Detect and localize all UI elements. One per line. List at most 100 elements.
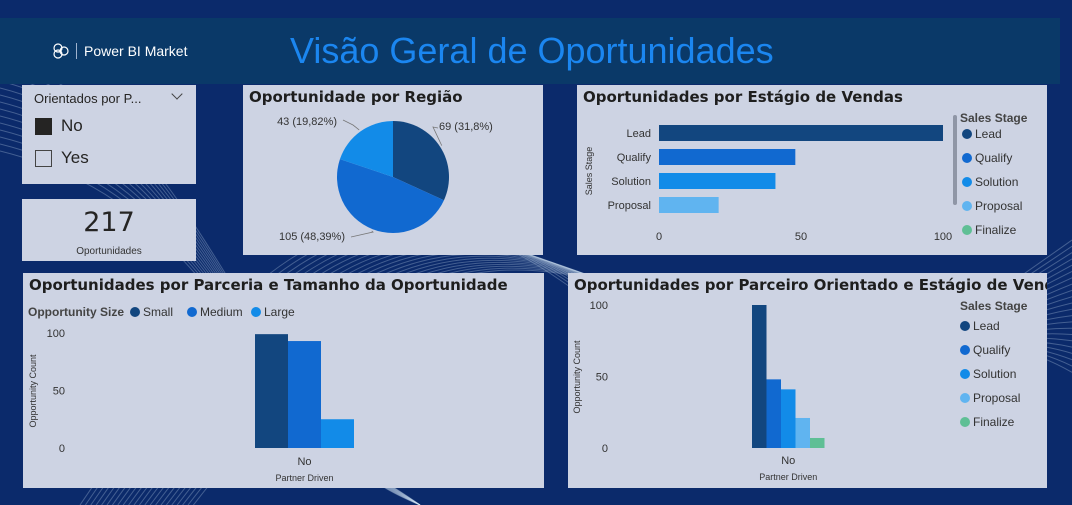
- x-tick-label: 100: [934, 231, 952, 243]
- pie-leader-line: [432, 126, 443, 146]
- scrollbar: [953, 115, 957, 205]
- brand: Power BI Market: [52, 42, 187, 60]
- pie-slice: [339, 121, 393, 177]
- legend-label: Small: [143, 305, 173, 319]
- legend-marker: [960, 321, 970, 331]
- bar: [781, 389, 796, 448]
- legend-label: Lead: [975, 127, 1002, 141]
- bar: [288, 341, 321, 448]
- clustered-column-chart[interactable]: 0 50 100 Opportunity Count No Partner Driven S…: [568, 273, 1047, 488]
- kpi-card: 217 Oportunidades: [22, 199, 196, 261]
- legend-marker: [251, 307, 261, 317]
- legend-label: Qualify: [975, 151, 1012, 165]
- pie-data-label: 43 (19,82%): [277, 116, 337, 128]
- pie-slice: [393, 121, 449, 201]
- legend-marker: [962, 177, 972, 187]
- legend-marker: [960, 393, 970, 403]
- checkbox-yes[interactable]: [35, 149, 52, 167]
- legend-label: Qualify: [973, 343, 1010, 357]
- legend-label: Solution: [973, 367, 1016, 381]
- legend-label: Finalize: [975, 223, 1017, 237]
- category-label: Solution: [611, 176, 651, 188]
- category-label: No: [781, 455, 795, 467]
- legend-marker: [960, 417, 970, 427]
- pie-data-label: 105 (48,39%): [279, 231, 345, 243]
- legend-marker: [187, 307, 197, 317]
- chevron-down-icon[interactable]: [171, 88, 183, 100]
- legend-label: Solution: [975, 175, 1018, 189]
- chart-parceria-tamanho[interactable]: Oportunidades por Parceria e Tamanho da …: [23, 273, 544, 488]
- x-axis-title: Partner Driven: [759, 472, 817, 482]
- legend-title: Sales Stage: [960, 111, 1028, 125]
- y-tick-label: 100: [47, 328, 65, 340]
- legend-label: Finalize: [973, 415, 1015, 429]
- legend-marker: [960, 369, 970, 379]
- chart-title: Oportunidades por Estágio de Vendas: [583, 88, 903, 106]
- legend-title: Sales Stage: [960, 299, 1028, 313]
- pie-chart[interactable]: 69 (31,8%) 105 (48,39%) 43 (19,82%): [243, 85, 543, 255]
- slicer-title: Orientados por P...: [34, 91, 142, 106]
- kpi-value: 217: [83, 207, 135, 238]
- category-label: Proposal: [608, 200, 651, 212]
- legend-marker: [130, 307, 140, 317]
- slicer-option-no[interactable]: No: [35, 116, 83, 136]
- bar: [752, 305, 767, 448]
- chart-title: Oportunidades por Parceria e Tamanho da …: [29, 276, 508, 294]
- chart-title: Oportunidades por Parceiro Orientado e E…: [574, 276, 1047, 294]
- bar: [766, 379, 781, 448]
- x-tick-label: 0: [656, 231, 662, 243]
- y-tick-label: 50: [596, 372, 608, 384]
- pie-data-label: 69 (31,8%): [439, 121, 493, 133]
- slicer-option-label: Yes: [61, 148, 89, 167]
- legend-marker: [962, 153, 972, 163]
- brand-name: Power BI Market: [84, 43, 188, 59]
- chart-oportunidade-por-regiao[interactable]: Oportunidade por Região 69 (31,8%) 105 (4…: [243, 85, 543, 255]
- bar: [255, 334, 288, 448]
- legend-label: Large: [264, 305, 295, 319]
- bar: [659, 125, 943, 141]
- y-tick-label: 0: [602, 443, 608, 455]
- pie-leader-line: [342, 119, 360, 131]
- checkbox-no[interactable]: [35, 117, 52, 135]
- category-label: Lead: [627, 128, 651, 140]
- clustered-column-chart[interactable]: Opportunity Size Small Medium Large 0 50 100 Op…: [23, 273, 544, 488]
- pie-leader-line: [350, 230, 374, 238]
- legend-title: Opportunity Size: [28, 305, 124, 319]
- slicer-orientados[interactable]: Orientados por P... No Yes: [22, 85, 196, 184]
- legend-label: Medium: [200, 305, 243, 319]
- y-axis-title: Opportunity Count: [572, 340, 582, 414]
- page-title: Visão Geral de Oportunidades: [290, 30, 774, 71]
- bar: [659, 149, 796, 165]
- legend-label: Proposal: [973, 391, 1020, 405]
- chart-parceiro-estagio[interactable]: Oportunidades por Parceiro Orientado e E…: [568, 273, 1047, 488]
- power-bi-market-logo-icon: [53, 43, 69, 59]
- legend-label: Proposal: [975, 199, 1022, 213]
- y-tick-label: 50: [53, 386, 65, 398]
- bar: [321, 419, 354, 448]
- y-axis-title: Sales Stage: [584, 147, 594, 196]
- bar: [659, 173, 776, 189]
- y-axis-title: Opportunity Count: [28, 354, 38, 428]
- legend-marker: [960, 345, 970, 355]
- brand-separator: [76, 43, 77, 59]
- bar: [659, 197, 719, 213]
- horizontal-bar-chart[interactable]: Lead Qualify Solution Proposal 0 50 100 Sales S…: [577, 85, 1047, 255]
- pie-slice: [336, 159, 444, 234]
- legend-marker: [962, 201, 972, 211]
- bar: [795, 417, 810, 448]
- category-label: No: [297, 456, 311, 468]
- category-label: Qualify: [617, 152, 652, 164]
- y-tick-label: 0: [59, 443, 65, 455]
- kpi-label: Oportunidades: [76, 246, 142, 257]
- legend-marker: [962, 129, 972, 139]
- x-tick-label: 50: [795, 231, 807, 243]
- chart-title: Oportunidade por Região: [249, 88, 463, 106]
- legend-label: Lead: [973, 319, 1000, 333]
- report-header: Power BI Market Visão Geral de Oportunid…: [0, 18, 1060, 84]
- bar: [810, 437, 825, 448]
- y-tick-label: 100: [590, 300, 608, 312]
- chart-estagio-vendas[interactable]: Oportunidades por Estágio de Vendas Lead…: [577, 85, 1047, 255]
- slicer-option-label: No: [61, 116, 83, 135]
- slicer-option-yes[interactable]: Yes: [35, 148, 89, 168]
- legend-marker: [962, 225, 972, 235]
